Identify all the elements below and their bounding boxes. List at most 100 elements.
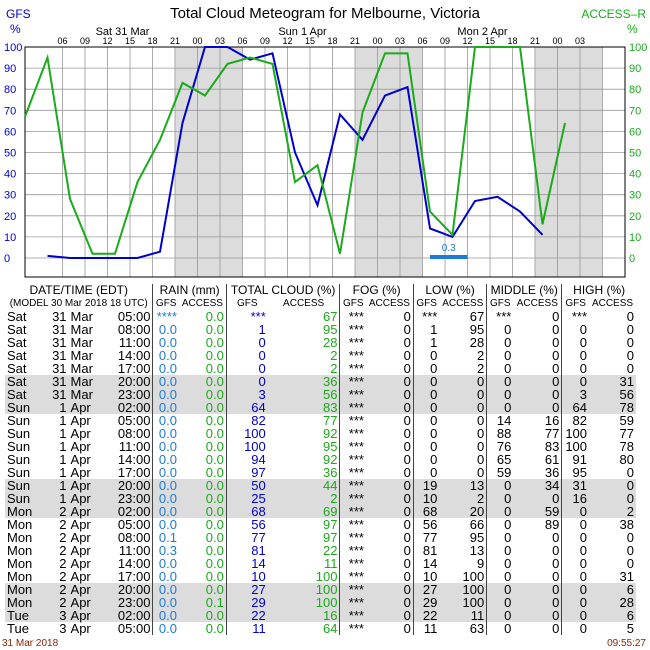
cell-ta: 36 <box>267 375 340 388</box>
cell-la: 2 <box>476 361 485 376</box>
cell-ha: 5 <box>626 621 634 636</box>
cell-ha: 0 <box>589 479 636 492</box>
rain-bar <box>430 255 468 259</box>
cell-ma: 0 <box>513 596 562 609</box>
table-row: Sat 31 Mar 23:00 0.0 0.0 3 56 *** 0 0 0 0 0 3 56 <box>5 388 636 401</box>
table-row: Sat 31 Mar 05:00 **** 0.0 *** 67 *** 0 *** 67 *** 0 **… <box>5 310 636 323</box>
cell-hg: 0 <box>561 362 590 375</box>
x-tick-label: 21 <box>350 36 360 46</box>
subheader-gfs: GFS <box>486 297 514 310</box>
right-axis-unit: % <box>627 22 638 36</box>
cell-mon: Apr <box>68 583 104 596</box>
cell-ta: 77 <box>323 413 338 428</box>
cell-fg: *** <box>339 349 366 362</box>
cell-time: 08:00 <box>117 426 151 441</box>
cell-lg: 56 <box>412 518 440 531</box>
x-tick-label: 21 <box>170 36 180 46</box>
cell-ta: 56 <box>267 388 340 401</box>
cell-ra: 0.0 <box>205 335 224 350</box>
cell-ha: 31 <box>619 569 634 584</box>
cell-lg: 1 <box>412 336 440 349</box>
cell-ta: 22 <box>323 543 338 558</box>
cell-ta: 97 <box>323 530 338 545</box>
cell-fa: 0 <box>365 375 414 388</box>
cell-fg: *** <box>339 505 366 518</box>
x-tick-label: 00 <box>192 36 202 46</box>
cell-rg: 0.0 <box>152 323 179 336</box>
cell-hg: 0 <box>561 375 590 388</box>
cell-ra: 0.0 <box>205 309 224 324</box>
cell-fa: 0 <box>365 596 414 609</box>
x-tick-label: 09 <box>440 36 450 46</box>
y-tick-left: 50 <box>4 148 16 160</box>
cell-lg: 81 <box>412 544 440 557</box>
cell-fg: *** <box>339 583 366 596</box>
table-row: Sun 1 Apr 05:00 0.0 0.0 82 77 *** 0 0 0 14 16 82 59 <box>5 414 636 427</box>
cell-ma: 0 <box>513 583 562 596</box>
cell-fg: *** <box>339 336 366 349</box>
cell-mon: Apr <box>70 621 91 636</box>
cell-tg: 0 <box>225 375 268 388</box>
cell-date: 1 <box>59 439 67 454</box>
cell-day: Sun <box>7 413 31 428</box>
cell-la: 9 <box>476 556 485 571</box>
cell-day: Sun <box>5 401 44 414</box>
cell-fg: *** <box>339 414 366 427</box>
cell-lg: 10 <box>412 570 440 583</box>
cell-day: Sun <box>7 452 31 467</box>
cell-date: 1 <box>59 413 67 428</box>
cell-ha: 0 <box>626 530 634 545</box>
day-label: Sat 31 Mar <box>96 26 150 38</box>
x-tick-label: 18 <box>507 36 517 46</box>
cell-ma: 16 <box>544 413 560 428</box>
table-row: Sun 1 Apr 02:00 0.0 0.0 64 83 *** 0 0 0 0 0 64 78 <box>5 401 636 414</box>
cell-date: 2 <box>59 517 67 532</box>
cell-mon: Apr <box>68 596 104 609</box>
cell-date: 2 <box>43 583 69 596</box>
cell-day: Sat <box>7 361 27 376</box>
cell-ra: 0.0 <box>205 413 224 428</box>
cell-mon: Mar <box>70 361 93 376</box>
cell-ta: 36 <box>323 465 338 480</box>
cell-rg: 0.0 <box>152 518 179 531</box>
cell-ta: 28 <box>323 335 338 350</box>
cell-ma: 0 <box>513 401 562 414</box>
table-row: Sun 1 Apr 23:00 0.0 0.0 25 2 *** 0 10 2 0 0 16 0 <box>5 492 636 505</box>
cell-fa: 0 <box>365 479 414 492</box>
cell-ha: 78 <box>619 439 634 454</box>
subheader-access: ACCESS <box>181 298 223 309</box>
table-row: Sat 31 Mar 14:00 0.0 0.0 0 2 *** 0 0 2 0 0 0 0 <box>5 349 636 362</box>
cell-mon: Apr <box>70 413 91 428</box>
y-tick-left: 60 <box>4 126 16 138</box>
cell-fa: 0 <box>403 361 411 376</box>
cell-ha: 0 <box>589 492 636 505</box>
cell-rg: 0.0 <box>152 492 179 505</box>
table-row: Sat 31 Mar 11:00 0.0 0.0 0 28 *** 0 1 28 0 0 0 0 <box>5 336 636 349</box>
cell-date: 2 <box>43 505 69 518</box>
x-tick-label: 06 <box>57 36 67 46</box>
cell-day: Mon <box>7 517 33 532</box>
cell-tg: 10 <box>225 570 268 583</box>
y-tick-left: 10 <box>4 232 16 244</box>
night-shade <box>175 47 243 277</box>
cell-mg: 14 <box>486 414 514 427</box>
cell-tg: 50 <box>225 479 268 492</box>
cell-date: 31 <box>52 322 67 337</box>
cell-tg: 27 <box>225 583 268 596</box>
cell-tg: 25 <box>225 492 268 505</box>
table-row: Sat 31 Mar 08:00 0.0 0.0 1 95 *** 0 1 95 0 0 0 0 <box>5 323 636 336</box>
cell-la: 0 <box>476 465 485 480</box>
cell-day: Mon <box>7 569 33 584</box>
night-shade <box>535 47 603 277</box>
subheader-gfs: GFS <box>152 297 179 310</box>
cell-ta: 83 <box>267 401 340 414</box>
cell-mon: Mar <box>68 388 104 401</box>
right-axis-label: ACCESS–R <box>581 7 646 21</box>
cell-rg: 0.0 <box>152 570 179 583</box>
cell-fg: *** <box>339 492 366 505</box>
subheader-access: ACCESS <box>442 298 484 309</box>
cell-ra: 0.0 <box>205 530 224 545</box>
cell-ma: 0 <box>513 388 562 401</box>
cell-hg: 0 <box>561 570 590 583</box>
cell-ha: 28 <box>589 596 636 609</box>
